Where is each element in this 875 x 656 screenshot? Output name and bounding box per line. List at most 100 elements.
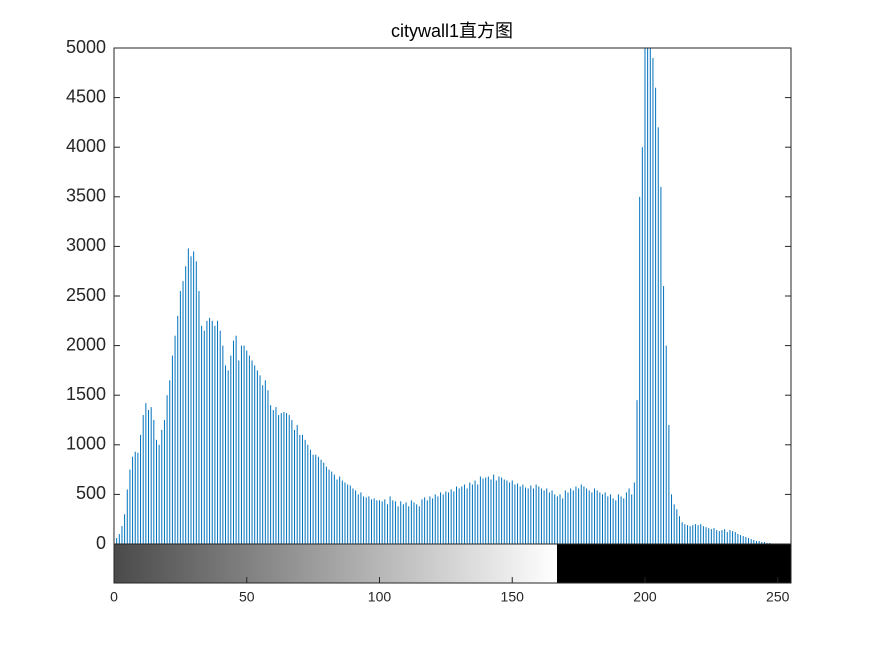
- bar: [280, 413, 282, 544]
- bar: [315, 454, 317, 544]
- bar: [286, 413, 288, 544]
- bar: [368, 496, 370, 544]
- axes-box: [113, 47, 792, 584]
- bar: [713, 528, 715, 544]
- bar: [129, 469, 131, 544]
- y-tick-label: 4000: [66, 136, 106, 156]
- bar: [307, 444, 309, 544]
- bar: [328, 469, 330, 544]
- bar: [275, 407, 277, 544]
- bar: [522, 484, 524, 544]
- bar: [232, 340, 234, 544]
- bar: [474, 480, 476, 544]
- bar: [636, 400, 638, 544]
- bar: [726, 532, 728, 544]
- bar: [487, 476, 489, 544]
- bar: [724, 529, 726, 544]
- bar: [190, 256, 192, 544]
- bar: [535, 484, 537, 544]
- bar: [171, 355, 173, 544]
- bar: [546, 488, 548, 544]
- bar: [344, 482, 346, 544]
- bar: [230, 355, 232, 544]
- bar: [551, 490, 553, 544]
- bar: [620, 496, 622, 544]
- x-tick-label: 200: [633, 589, 657, 605]
- bar: [429, 496, 431, 544]
- bar: [118, 534, 120, 544]
- bar: [676, 509, 678, 544]
- bar: [206, 320, 208, 544]
- bar: [668, 424, 670, 544]
- bar: [296, 424, 298, 544]
- plot-area: [114, 48, 791, 583]
- bar: [270, 405, 272, 544]
- y-tick-label: 2500: [66, 285, 106, 305]
- x-tick-label: 150: [501, 589, 525, 605]
- bar: [647, 48, 649, 544]
- bar: [602, 494, 604, 544]
- bar: [312, 454, 314, 544]
- bar: [477, 484, 479, 544]
- bar: [408, 506, 410, 544]
- bar: [689, 526, 691, 544]
- bar: [564, 490, 566, 544]
- bar: [705, 527, 707, 544]
- bar: [755, 541, 757, 544]
- bar: [655, 87, 657, 544]
- bar: [663, 286, 665, 544]
- bar: [163, 420, 165, 544]
- bar: [493, 474, 495, 544]
- bar: [748, 538, 750, 544]
- bar: [124, 514, 126, 544]
- bar: [140, 434, 142, 544]
- bar: [506, 480, 508, 544]
- bar: [238, 360, 240, 544]
- bar: [623, 498, 625, 544]
- bar: [198, 291, 200, 544]
- bar: [617, 494, 619, 544]
- bar: [148, 410, 150, 544]
- bar: [718, 531, 720, 544]
- bar: [259, 375, 261, 544]
- bar: [482, 478, 484, 544]
- bar: [347, 484, 349, 544]
- bar: [609, 494, 611, 544]
- y-tick-label: 1500: [66, 384, 106, 404]
- bar: [381, 501, 383, 544]
- bar: [442, 494, 444, 544]
- y-tick-label: 500: [76, 483, 106, 503]
- bar: [559, 494, 561, 544]
- bar: [363, 496, 365, 544]
- bar: [264, 380, 266, 544]
- bar: [225, 365, 227, 544]
- bar: [301, 434, 303, 544]
- bar: [195, 261, 197, 544]
- bar: [283, 412, 285, 544]
- bar: [121, 526, 123, 544]
- bar: [445, 491, 447, 544]
- bar: [652, 57, 654, 544]
- bar: [572, 490, 574, 544]
- bar: [341, 480, 343, 544]
- bar: [625, 492, 627, 544]
- x-tick-label: 250: [766, 589, 790, 605]
- bar: [479, 476, 481, 544]
- bar: [511, 480, 513, 544]
- bar: [485, 477, 487, 544]
- bar: [543, 490, 545, 544]
- bar: [495, 480, 497, 544]
- bars: [114, 48, 773, 544]
- y-tick-label: 3000: [66, 235, 106, 255]
- bar: [177, 315, 179, 544]
- bar: [227, 370, 229, 544]
- x-tick-label: 0: [110, 589, 118, 605]
- chart-title: citywall1直方图: [391, 21, 513, 41]
- bar: [201, 325, 203, 544]
- bar: [155, 439, 157, 544]
- bar: [384, 499, 386, 544]
- bar: [145, 403, 147, 544]
- bar: [527, 488, 529, 544]
- bar: [509, 482, 511, 544]
